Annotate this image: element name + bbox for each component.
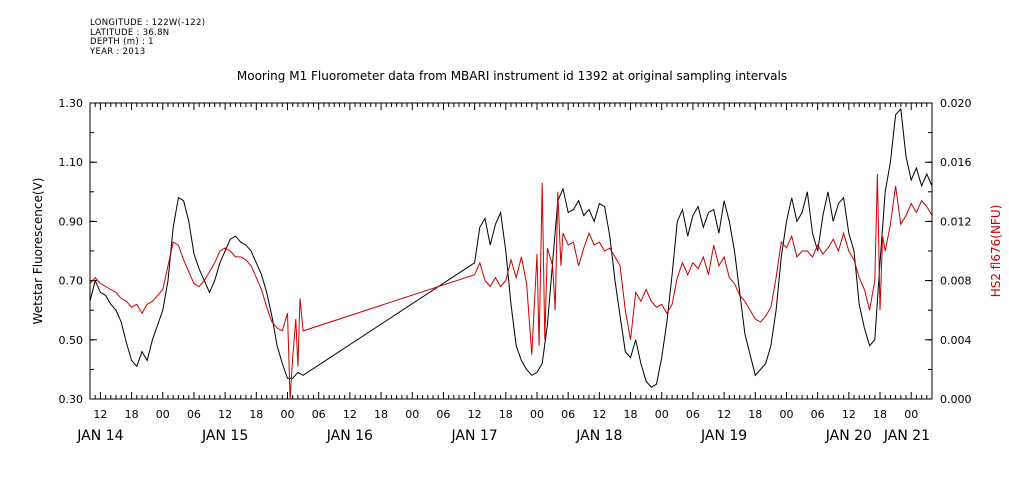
y-right-tick-label: 0.020 — [940, 97, 972, 110]
x-hour-tick-label: 00 — [405, 408, 419, 421]
longitude-text: LONGITUDE : 122W(-122) — [90, 18, 206, 28]
x-hour-tick-label: 18 — [249, 408, 263, 421]
x-hour-tick-label: 00 — [904, 408, 918, 421]
x-hour-tick-label: 12 — [717, 408, 731, 421]
x-hour-tick-label: 00 — [530, 408, 544, 421]
x-day-label: JAN 18 — [575, 428, 622, 444]
chart-title: Mooring M1 Fluorometer data from MBARI i… — [237, 69, 787, 83]
y-left-tick-label: 1.10 — [59, 156, 84, 169]
x-day-label: JAN 17 — [451, 428, 498, 444]
x-hour-tick-label: 06 — [686, 408, 700, 421]
x-hour-tick-label: 00 — [655, 408, 669, 421]
plot-frame — [89, 102, 933, 400]
y-right-tick-label: 0.004 — [940, 334, 972, 347]
x-hour-tick-label: 00 — [156, 408, 170, 421]
metadata-block: LONGITUDE : 122W(-122) LATITUDE : 36.8N … — [90, 18, 206, 57]
x-hour-tick-label: 12 — [592, 408, 606, 421]
y-left-tick-label: 0.30 — [59, 393, 84, 406]
year-text: YEAR : 2013 — [90, 46, 146, 57]
x-hour-tick-label: 18 — [748, 408, 762, 421]
x-hour-tick-label: 12 — [468, 408, 482, 421]
x-hour-tick-label: 12 — [842, 408, 856, 421]
x-day-label: JAN 14 — [76, 428, 123, 444]
x-hour-tick-label: 06 — [561, 408, 575, 421]
x-hour-tick-label: 06 — [187, 408, 201, 421]
wetstar-series-line — [89, 107, 933, 388]
x-day-label: JAN 16 — [326, 428, 373, 444]
y-left-tick-label: 0.90 — [59, 215, 84, 228]
depth-text: DEPTH (m) : 1 — [90, 37, 154, 48]
y-right-tick-label: 0.000 — [940, 393, 972, 406]
x-hour-tick-label: 06 — [811, 408, 825, 421]
x-day-label: JAN 21 — [883, 428, 930, 444]
x-hour-tick-label: 00 — [779, 408, 793, 421]
y-left-label: Wetstar Fluorescence(V) — [31, 178, 45, 325]
x-hour-tick-label: 18 — [873, 408, 887, 421]
latitude-text: LATITUDE : 36.8N — [90, 27, 170, 38]
x-hour-tick-label: 18 — [624, 408, 638, 421]
y-left-tick-label: 1.30 — [59, 97, 84, 110]
y-right-tick-label: 0.008 — [940, 275, 972, 288]
y-left-tick-label: 0.50 — [59, 334, 84, 347]
x-hour-tick-label: 00 — [281, 408, 295, 421]
x-hour-tick-label: 12 — [93, 408, 107, 421]
y-right-label: HS2 fl676(NFU) — [989, 205, 1003, 298]
x-hour-tick-label: 06 — [312, 408, 326, 421]
x-day-label: JAN 20 — [825, 428, 872, 444]
x-day-label: JAN 19 — [700, 428, 747, 444]
y-left-tick-label: 0.70 — [59, 275, 84, 288]
x-hour-tick-label: 18 — [125, 408, 139, 421]
x-hour-tick-label: 12 — [343, 408, 357, 421]
x-day-label: JAN 15 — [201, 428, 248, 444]
x-hour-tick-label: 18 — [499, 408, 513, 421]
y-right-tick-label: 0.016 — [940, 156, 972, 169]
x-hour-tick-label: 06 — [436, 408, 450, 421]
x-hour-tick-label: 18 — [374, 408, 388, 421]
y-right-tick-label: 0.012 — [940, 215, 972, 228]
hs2-fl676-series-line — [89, 173, 933, 400]
x-hour-tick-label: 12 — [218, 408, 232, 421]
